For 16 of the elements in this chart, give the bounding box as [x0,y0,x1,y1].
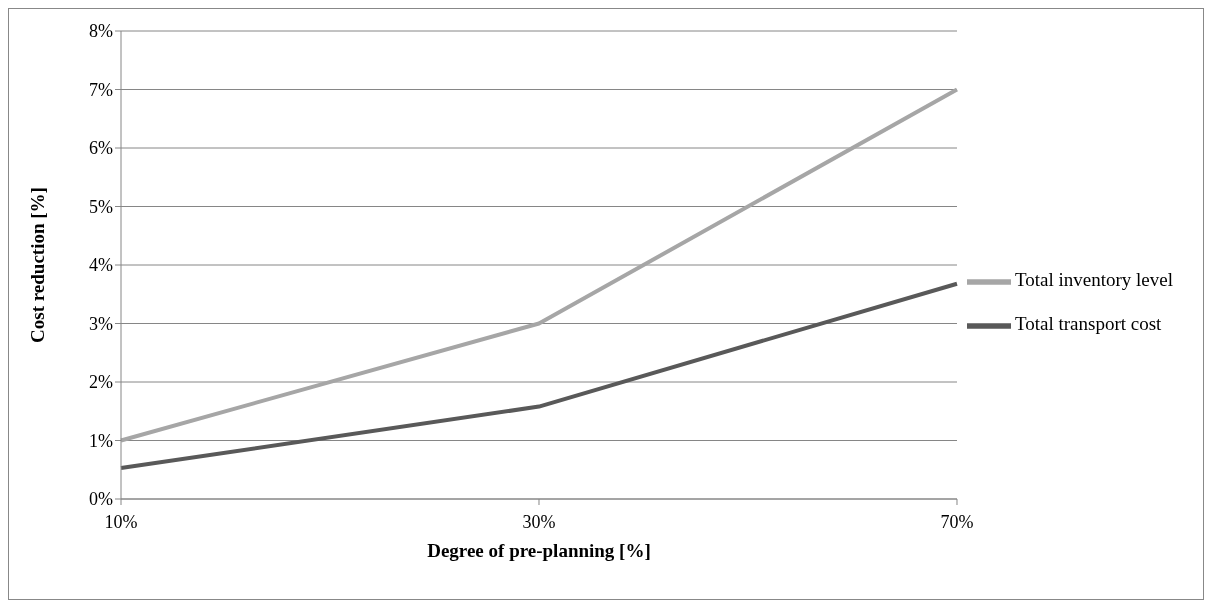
y-tick-label: 3% [89,313,113,334]
legend-label: Total inventory level [1014,269,1173,291]
y-tick-label: 2% [89,372,113,393]
y-tick-label: 8% [89,21,113,42]
x-tick-label: 10% [104,511,138,532]
legend-label: Total transport cost [1014,313,1162,335]
y-tick-label: 6% [89,138,113,159]
y-tick-label: 0% [89,489,113,510]
x-tick-label: 70% [940,511,974,532]
y-tick-label: 7% [89,79,113,100]
x-tick-label: 30% [522,511,556,532]
y-tick-label: 4% [89,255,113,276]
y-tick-label: 1% [89,430,113,451]
y-axis-title: Cost reduction [%] [26,187,48,343]
x-axis-title: Degree of pre-planning [%] [427,540,651,561]
y-tick-label: 5% [89,196,113,217]
